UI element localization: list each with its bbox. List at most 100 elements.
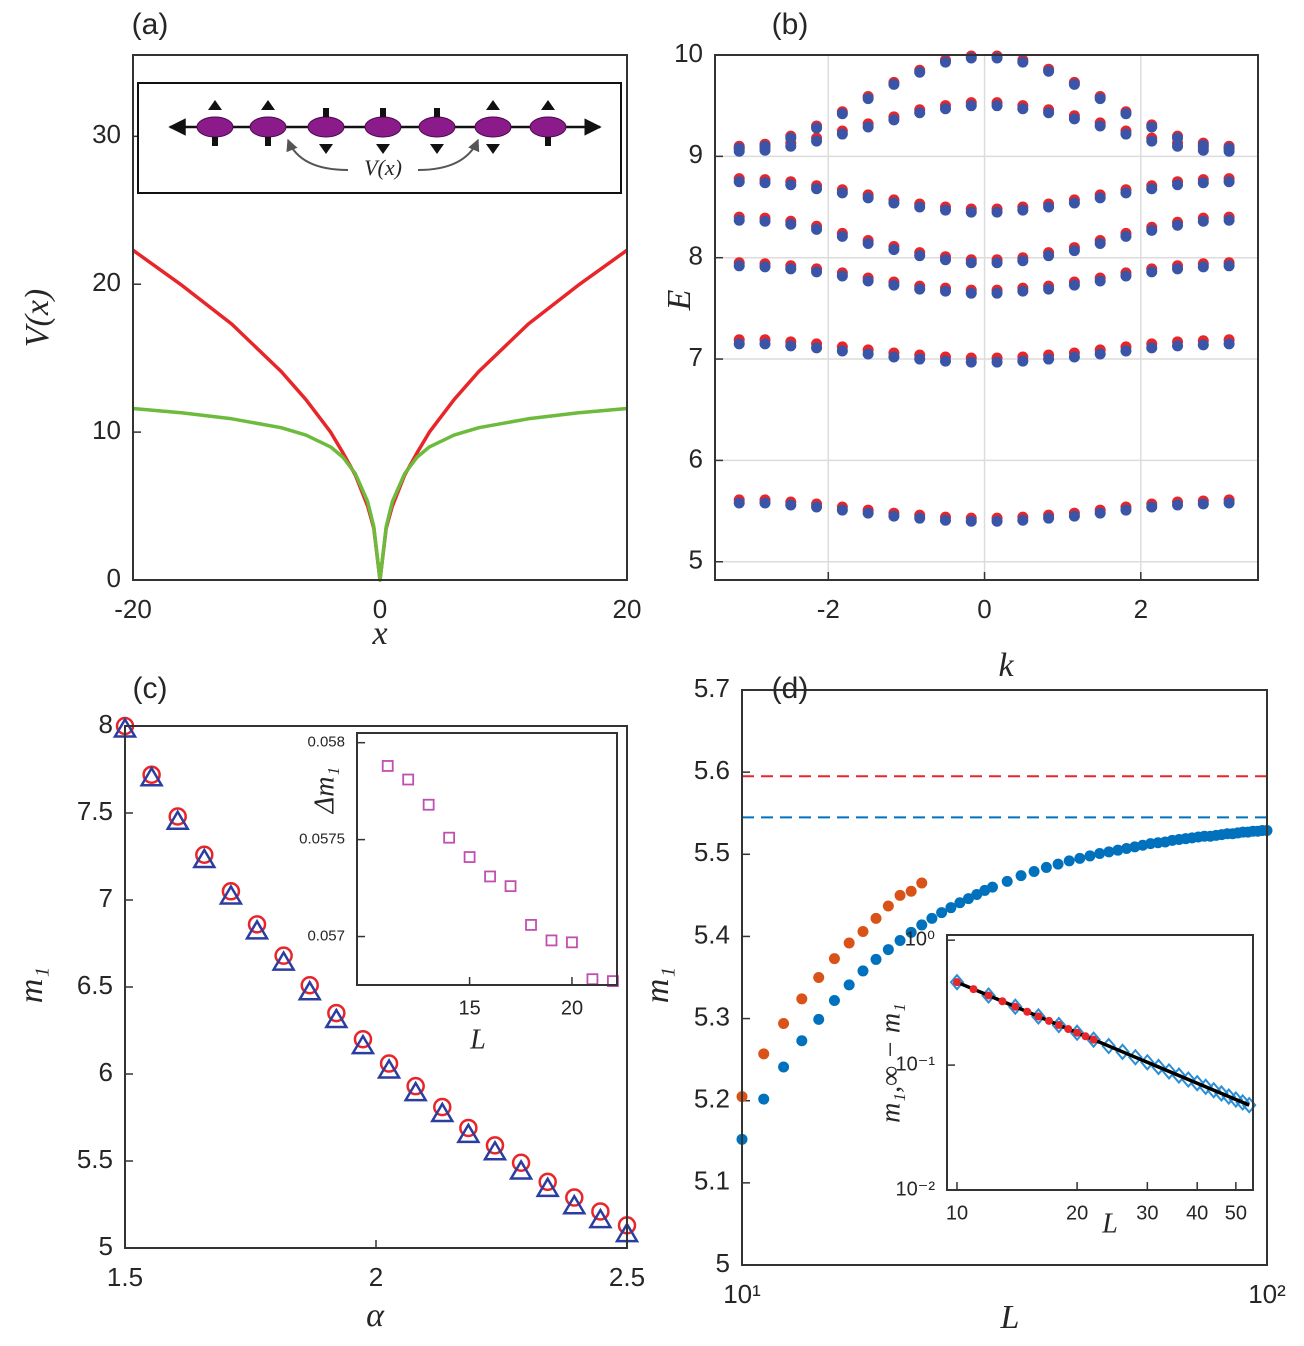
point [1121, 843, 1133, 855]
spin-up [261, 100, 275, 146]
point [936, 907, 948, 919]
point [882, 900, 894, 912]
point [733, 142, 745, 154]
point [939, 103, 951, 115]
y-tick-label: 9 [689, 139, 703, 169]
y-tick-label: 0 [107, 563, 121, 593]
point [1223, 260, 1235, 272]
point [888, 197, 900, 209]
point [733, 176, 745, 188]
point [1043, 353, 1055, 365]
point [1120, 187, 1132, 199]
point [430, 1101, 455, 1123]
point [562, 1193, 587, 1215]
point [862, 348, 874, 360]
point [1068, 245, 1080, 257]
point [1197, 177, 1209, 189]
y-tick-label: 7 [99, 883, 113, 913]
point [811, 266, 823, 278]
point [1223, 142, 1235, 154]
spin-up [208, 100, 222, 146]
site [249, 116, 287, 138]
point [1094, 93, 1106, 105]
x-tick-label: 40 [1186, 1202, 1208, 1224]
y-tick-label: 5 [99, 1231, 113, 1261]
point [962, 893, 974, 905]
point [381, 760, 394, 772]
point [733, 214, 745, 226]
point [1054, 1021, 1063, 1030]
point [1197, 498, 1209, 510]
point [811, 342, 823, 354]
point [836, 270, 848, 282]
point [894, 935, 906, 947]
point [1089, 1035, 1098, 1044]
spins [208, 100, 555, 154]
point [836, 345, 848, 357]
point [1015, 870, 1027, 882]
point [785, 140, 797, 152]
point [916, 877, 928, 889]
point [939, 254, 951, 266]
point [843, 979, 855, 991]
point [828, 995, 840, 1006]
point [894, 889, 906, 901]
y-tick-label: 0.057 [307, 928, 345, 945]
y-tick-label: 5.5 [77, 1144, 113, 1174]
point [165, 809, 190, 830]
point [836, 108, 848, 120]
x-tick-label: 20 [613, 594, 642, 624]
point [1120, 108, 1132, 120]
point [566, 936, 578, 949]
panel-label: (d) [772, 672, 809, 705]
point [297, 979, 322, 1001]
point [1068, 78, 1080, 90]
y-tick-label: 10 [674, 38, 703, 68]
panel-label: (b) [772, 8, 809, 41]
point [376, 1058, 402, 1079]
point [939, 514, 951, 526]
point [778, 1018, 790, 1029]
point [870, 953, 882, 965]
x-tick-label: -20 [114, 594, 152, 624]
point [588, 1207, 613, 1229]
point [914, 353, 926, 365]
point [1094, 192, 1106, 204]
point [759, 338, 771, 350]
point [945, 902, 957, 914]
point [828, 953, 840, 965]
point [758, 1093, 770, 1105]
point [1073, 1028, 1082, 1037]
y-axis-label: m₁,∞ − m₁ [875, 1003, 906, 1123]
point [244, 918, 270, 940]
x-tick-label: 20 [1066, 1202, 1088, 1224]
point [811, 223, 823, 235]
point [888, 279, 900, 291]
point [991, 257, 1003, 269]
y-tick-label: 10⁻¹ [896, 1053, 936, 1075]
point [168, 807, 187, 826]
spin-down [430, 108, 444, 154]
point [538, 1172, 557, 1192]
point [1094, 275, 1106, 287]
point [888, 244, 900, 256]
spin-down [376, 108, 390, 154]
y-tick-label: 10⁻² [896, 1178, 936, 1200]
point [1052, 858, 1064, 870]
y-axis-label: V(x) [19, 289, 56, 348]
y-tick-label: 0.0575 [299, 831, 345, 848]
x-axis-label: k [998, 647, 1014, 684]
point [949, 973, 965, 991]
point [1197, 261, 1209, 273]
diagram-box [137, 82, 622, 194]
point [785, 218, 797, 230]
point [1068, 510, 1080, 522]
point [484, 870, 496, 883]
point [785, 179, 797, 191]
point [1081, 1032, 1090, 1041]
point [862, 507, 874, 519]
point [811, 135, 823, 147]
point [350, 1033, 376, 1055]
point [324, 1007, 349, 1029]
point [862, 275, 874, 287]
